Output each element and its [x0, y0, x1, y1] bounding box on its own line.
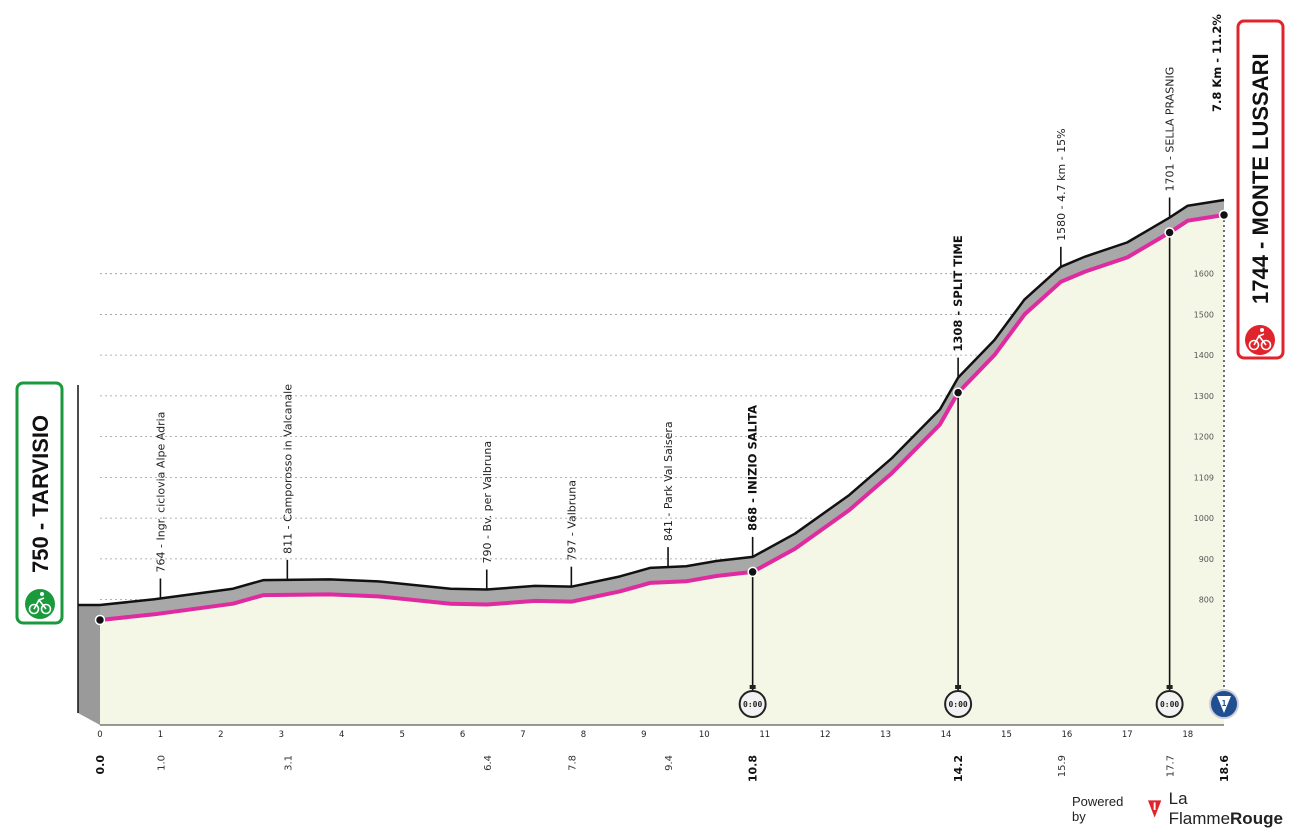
distance-marker: 9.4 — [664, 755, 675, 771]
start-badge: 750 - TARVISIO — [15, 381, 64, 625]
km-tick-label: 10 — [699, 730, 710, 740]
distance-markers: 0.0 1.0 3.1 6.4 7.8 9.4 10.8 14.2 15.9 17.7 18.6 — [94, 755, 1231, 782]
altitude-tick-label: 1000 — [1194, 514, 1214, 523]
start-dot — [94, 614, 106, 626]
flamme-rouge-logo-icon — [1148, 800, 1162, 818]
km-tick-label: 6 — [460, 730, 465, 740]
timing-dot — [952, 387, 964, 398]
km-tick-label: 14 — [941, 730, 952, 740]
distance-marker: 1.0 — [156, 755, 167, 771]
km-tick-label: 3 — [279, 730, 284, 740]
start-badge-frame — [15, 381, 64, 625]
altitude-tick-label: 1600 — [1194, 270, 1214, 279]
distance-marker: 0.0 — [94, 755, 107, 775]
distance-marker: 3.1 — [283, 755, 294, 771]
km-tick-label: 18 — [1182, 730, 1193, 740]
waypoint-label: 868 - INIZIO SALITA — [746, 405, 760, 531]
km-tick-label: 9 — [641, 730, 646, 740]
finish-label: 1744 - MONTE LUSSARI — [1248, 53, 1273, 304]
stopwatch-crown — [749, 685, 756, 689]
altitude-tick-label: 900 — [1199, 555, 1214, 564]
stopwatch-icon — [738, 690, 767, 718]
finish-dot — [1218, 209, 1230, 221]
timing-dot — [747, 566, 758, 578]
stopwatch-crown — [1166, 685, 1173, 689]
waypoint-label: 790 - Bv. per Valbruna — [481, 441, 494, 564]
km-tick-label: 11 — [759, 730, 770, 740]
km-tick-label: 5 — [399, 730, 404, 740]
profile-area — [77, 198, 1225, 725]
altitude-tick-label: 1400 — [1194, 351, 1214, 360]
profile-ridge-line — [99, 198, 1225, 607]
brand-name: La FlammeRouge — [1168, 789, 1283, 828]
distance-marker: 10.8 — [747, 755, 760, 782]
waypoint-label: 841 - Park Val Saisera — [662, 421, 675, 541]
profile-start-wall — [78, 605, 100, 725]
km-tick-label: 4 — [339, 730, 344, 740]
stopwatch-label: 0:00 — [948, 700, 967, 709]
altitude-tick-label: 1109 — [1194, 473, 1214, 482]
timing-points: 0:00 0:00 0:00 1 — [94, 209, 1239, 719]
km-tick-label: 16 — [1061, 730, 1072, 740]
stopwatch-icon — [1155, 690, 1184, 718]
km-tick-label: 7 — [520, 730, 525, 740]
waypoint-label: 1701 - SELLA PRASNIG — [1164, 67, 1177, 192]
km-tick-label: 13 — [880, 730, 891, 740]
km-tick-label: 2 — [218, 730, 223, 740]
finish-climb-label: 7.8 Km - 11.2% — [1210, 14, 1224, 112]
waypoint-label: 811 - Camporosso in Valcanale — [281, 384, 294, 554]
finish-flag-shape — [1217, 696, 1231, 713]
stopwatch-label: 0:00 — [1160, 700, 1179, 709]
stopwatch-label: 0:00 — [743, 700, 762, 709]
start-label: 750 - TARVISIO — [28, 415, 53, 573]
stopwatch-crown — [955, 685, 962, 689]
finish-km-marker-label: 1 — [1222, 699, 1227, 708]
waypoint-labels: 764 - Ingr. ciclovia Alpe Adria 811 - Cam… — [154, 67, 1177, 598]
distance-marker: 6.4 — [483, 755, 494, 771]
altitude-tick-label: 1500 — [1194, 310, 1214, 319]
waypoint-label: 1580 - 4.7 km - 15% — [1055, 128, 1068, 240]
finish-cyclist-icon — [1245, 325, 1275, 355]
powered-by-text: Powered by — [1072, 794, 1124, 824]
road-line — [99, 213, 1225, 622]
km-ticks: 0 1 2 3 4 5 6 7 8 9 10 11 12 13 14 15 16 17 18 — [97, 724, 1224, 740]
km-tick-label: 0 — [97, 730, 102, 740]
altitude-tick-label: 800 — [1199, 596, 1214, 605]
altitude-tick-label: 1300 — [1194, 392, 1214, 401]
start-cyclist-icon — [25, 589, 55, 619]
km-tick-label: 17 — [1122, 730, 1133, 740]
altitude-tick-label: 1200 — [1194, 433, 1214, 442]
km-tick-label: 15 — [1001, 730, 1012, 740]
km-tick-label: 8 — [581, 730, 586, 740]
km-tick-label: 12 — [820, 730, 831, 740]
finish-badge: 1744 - MONTE LUSSARI — [1236, 19, 1285, 360]
finish-badge-frame — [1236, 19, 1285, 360]
waypoint-label: 797 - Valbruna — [565, 480, 578, 561]
distance-marker: 17.7 — [1166, 755, 1177, 777]
waypoint-label: 1308 - SPLIT TIME — [951, 235, 965, 352]
altitude-ticks: 800 900 1000 1109 1200 1300 1400 1500 1600 — [1194, 270, 1214, 605]
waypoint-label: 764 - Ingr. ciclovia Alpe Adria — [154, 412, 167, 573]
stopwatch-icon — [944, 690, 973, 718]
distance-marker: 15.9 — [1057, 755, 1068, 777]
brand-credit: Powered by La FlammeRouge — [1072, 789, 1300, 828]
timing-dot — [1164, 227, 1175, 238]
distance-marker: 18.6 — [1218, 755, 1231, 782]
distance-marker: 14.2 — [952, 755, 965, 782]
km-tick-label: 1 — [158, 730, 163, 740]
distance-marker: 7.8 — [567, 755, 578, 771]
